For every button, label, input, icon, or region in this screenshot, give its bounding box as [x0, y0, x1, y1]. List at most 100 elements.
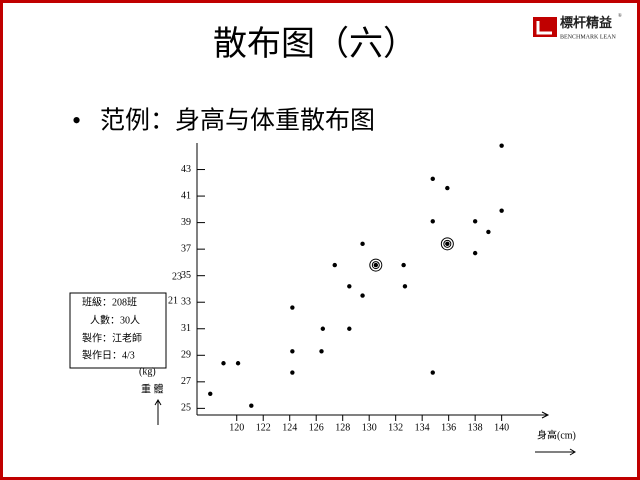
point	[347, 284, 352, 289]
info-line: 班級：208班	[82, 295, 137, 308]
point-part	[402, 284, 408, 289]
y-tick-label: 31	[181, 323, 191, 334]
y-tick-label: 25	[181, 403, 191, 414]
y-unit: (kg)	[139, 366, 156, 377]
logo-icon-mark	[536, 21, 552, 35]
logo: 標杆精益 ® BENCHMARK LEAN	[533, 13, 622, 40]
point	[472, 219, 478, 224]
side-label: 23	[172, 271, 182, 282]
y-label-arrow	[154, 399, 162, 425]
point	[235, 361, 241, 366]
x-tick-label: 124	[282, 422, 297, 433]
point-part	[430, 370, 435, 375]
point	[445, 185, 450, 191]
x-axis-label: 身高(cm)	[537, 428, 576, 441]
y-tick-label: 37	[181, 243, 191, 254]
bullet-text: 范例：身高与体重散布图	[100, 107, 375, 135]
info-box-frame	[69, 292, 167, 369]
point-part	[319, 349, 324, 354]
point-part	[430, 176, 435, 182]
x-tick-label: 128	[335, 422, 350, 433]
y-axis-label: 重 體	[141, 382, 164, 395]
point	[430, 219, 435, 224]
y-tick-label: 29	[181, 350, 191, 361]
point	[402, 284, 408, 289]
x-tick-label: 126	[309, 422, 324, 433]
point-part	[373, 262, 379, 268]
point-part	[208, 391, 213, 396]
y-tick-label: 33	[181, 297, 191, 308]
x-tick-label: 122	[256, 422, 271, 433]
point-part	[347, 326, 352, 331]
point-part	[486, 229, 491, 235]
side-label: 21	[168, 295, 178, 306]
point-part	[401, 262, 406, 268]
point	[360, 241, 365, 247]
x-axis	[197, 411, 550, 419]
x-tick-label: 132	[388, 422, 403, 433]
x-tick-label: 130	[362, 422, 377, 433]
y-tick-label: 35	[181, 270, 191, 281]
point-part	[320, 326, 326, 331]
point	[440, 237, 454, 251]
logo-name: 標杆精益	[560, 15, 612, 30]
info-line: 製作日：4/3	[82, 348, 135, 361]
point-part	[332, 262, 337, 268]
point-part	[440, 237, 454, 251]
x-tick-label: 138	[468, 422, 483, 433]
point-part	[360, 293, 365, 298]
x-tick-label: 120	[229, 422, 244, 433]
y-tick-label: 41	[181, 190, 191, 201]
point	[249, 403, 254, 408]
point	[430, 176, 435, 182]
point	[290, 349, 295, 354]
point-part	[472, 219, 478, 224]
point-part	[360, 241, 365, 247]
point	[332, 262, 337, 268]
point	[486, 229, 491, 235]
point	[369, 258, 383, 272]
slide-title: 散布图（六）	[213, 25, 417, 63]
info-line: 製作：江老師	[82, 331, 142, 344]
point-part	[347, 284, 352, 289]
point	[347, 326, 352, 331]
point	[499, 143, 504, 148]
point	[360, 293, 365, 298]
point-part	[499, 143, 504, 148]
logo-subtitle: BENCHMARK LEAN	[560, 34, 617, 40]
x-tick-label: 136	[441, 422, 456, 433]
point-part	[290, 349, 295, 354]
point	[221, 361, 226, 366]
point	[290, 370, 295, 375]
point-part	[290, 370, 295, 375]
y-tick-label: 27	[181, 376, 191, 387]
y-tick-label: 39	[181, 217, 191, 228]
point-part	[221, 361, 226, 366]
point-part	[249, 403, 254, 408]
x-label-arrow	[535, 448, 576, 456]
point-part	[235, 361, 241, 366]
point	[319, 349, 324, 354]
point-part	[290, 305, 295, 310]
point	[499, 208, 504, 213]
point-part	[499, 208, 504, 213]
point	[320, 326, 326, 331]
info-box: 班級：208班 人數：30人 製作：江老師 製作日：4/3	[69, 292, 167, 369]
point-part	[369, 258, 383, 272]
point-part	[430, 219, 435, 224]
point	[472, 250, 478, 256]
point	[430, 370, 435, 375]
point	[290, 305, 295, 310]
point	[208, 391, 213, 396]
point-part	[445, 241, 450, 247]
bullet-dot: •	[72, 106, 81, 135]
logo-mark: ®	[618, 13, 622, 19]
point-part	[445, 185, 450, 191]
y-tick-label: 43	[181, 164, 191, 175]
info-line: 人數：30人	[90, 313, 140, 326]
point-part	[443, 239, 452, 248]
x-tick-label: 134	[415, 422, 430, 433]
x-tick-label: 140	[494, 422, 509, 433]
